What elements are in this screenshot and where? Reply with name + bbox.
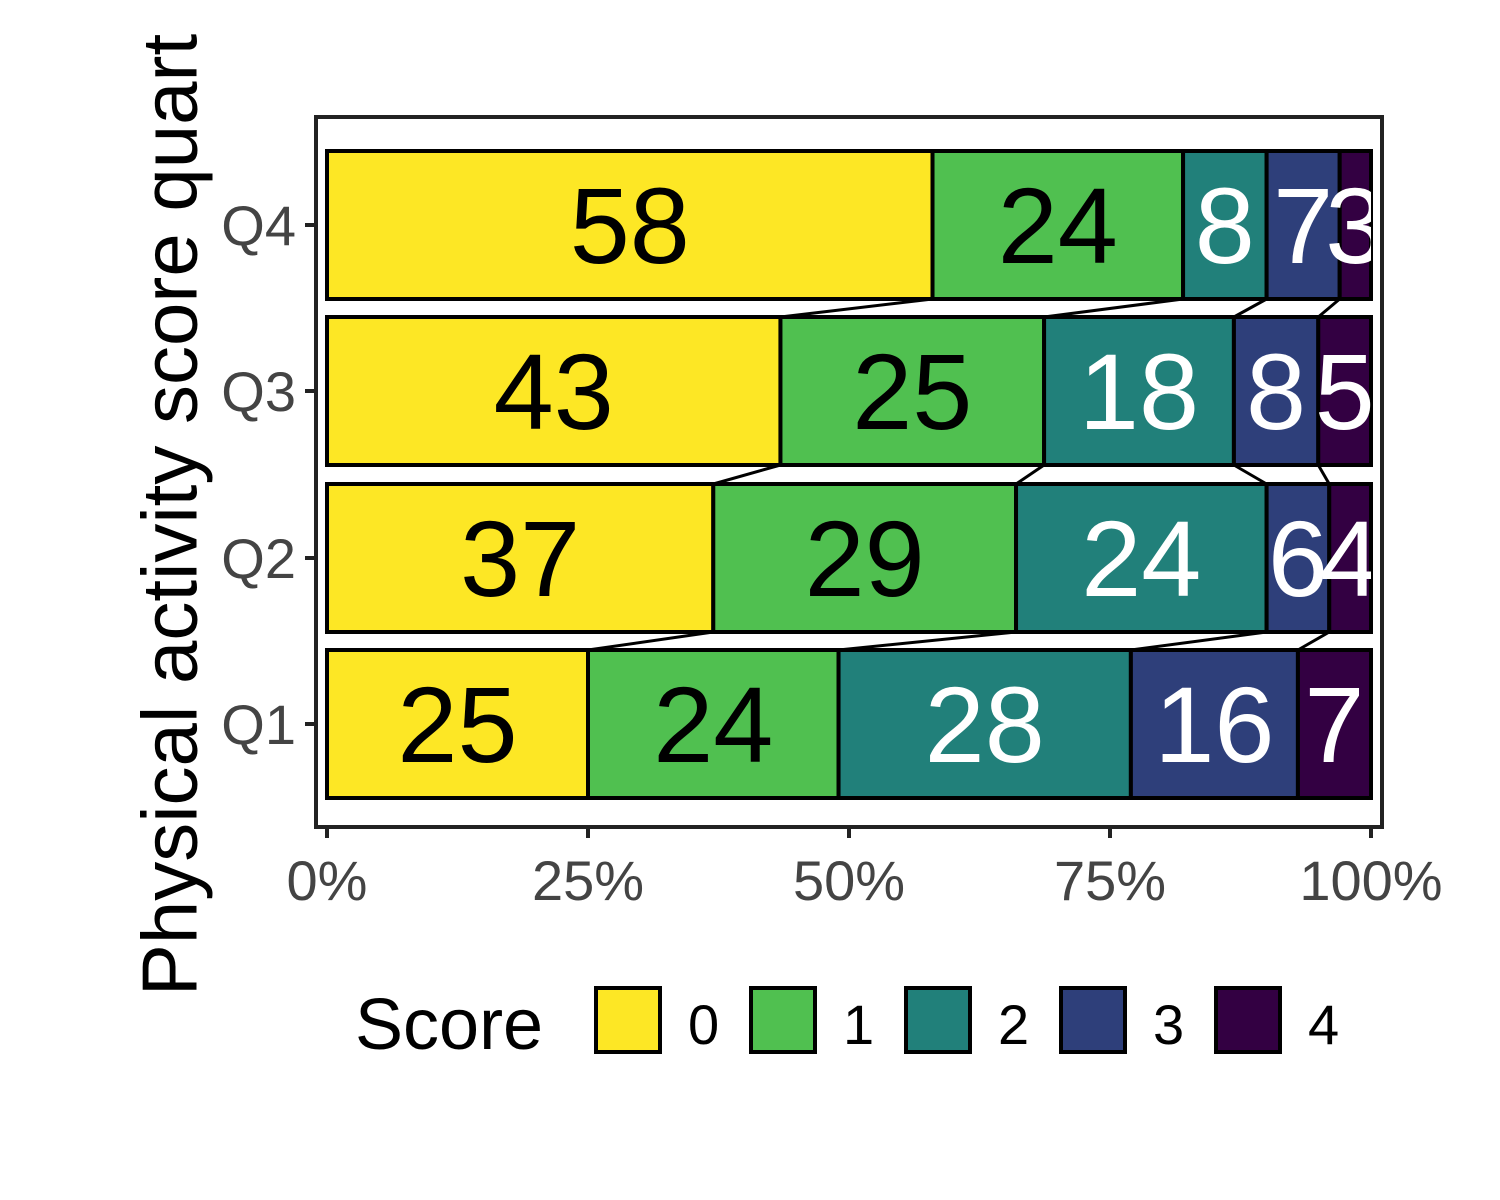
bar-Q1-score-3 xyxy=(1128,648,1300,800)
flow-line-Q1-Q2-1 xyxy=(587,630,714,652)
bar-Q1-score-1 xyxy=(586,648,841,800)
flow-line-Q3-Q4-1 xyxy=(780,297,933,319)
x-tick-label-4: 100% xyxy=(1299,849,1442,912)
bar-Q3-score-0 xyxy=(325,315,783,467)
bar-Q2-score-2 xyxy=(1014,482,1269,634)
flow-line-Q2-Q3-2 xyxy=(1015,463,1045,486)
legend-swatch-2 xyxy=(904,986,972,1054)
bar-Q4-score-4 xyxy=(1337,149,1374,301)
value-label-Q2-score-4: 4 xyxy=(1320,498,1380,619)
x-tick-label-2: 50% xyxy=(793,849,905,912)
flow-line-Q1-Q2-3 xyxy=(1130,630,1267,652)
flow-line-Q2-Q3-3 xyxy=(1233,463,1268,486)
value-label-Q1-score-0: 25 xyxy=(397,664,517,785)
value-label-Q2-score-1: 29 xyxy=(805,498,925,619)
legend-swatch-1 xyxy=(749,986,817,1054)
value-label-Q1-score-2: 28 xyxy=(925,664,1045,785)
bar-Q1-score-0 xyxy=(325,648,590,800)
y-axis: Q1 Q2 Q3 Q4 xyxy=(221,194,316,756)
y-tick-label-Q1: Q1 xyxy=(221,693,296,756)
value-label-Q4-score-4: 3 xyxy=(1325,165,1385,286)
x-axis: 0% 25% 50% 75% 100% xyxy=(287,827,1443,912)
value-label-Q1-score-1: 24 xyxy=(653,664,773,785)
bar-Q1-score-2 xyxy=(836,648,1133,800)
legend-label-2: 2 xyxy=(998,993,1029,1056)
legend-title: Score xyxy=(355,985,543,1065)
flow-line-Q3-Q4-2 xyxy=(1043,297,1184,319)
flow-line-Q1-Q2-2 xyxy=(838,630,1017,652)
bar-Q3-score-3 xyxy=(1231,315,1321,467)
flow-connectors xyxy=(587,297,1341,652)
value-label-Q4-score-0: 58 xyxy=(570,165,690,286)
value-label-Q2-score-0: 37 xyxy=(460,498,580,619)
flow-line-Q3-Q4-4 xyxy=(1317,297,1341,319)
bar-Q1-score-4 xyxy=(1295,648,1374,800)
flow-line-Q2-Q3-1 xyxy=(712,463,781,486)
value-label-Q3-score-4: 5 xyxy=(1315,331,1375,452)
legend-swatch-0 xyxy=(594,986,662,1054)
value-label-Q3-score-2: 18 xyxy=(1079,331,1199,452)
y-axis-title: Physical activity score quart xyxy=(126,33,214,996)
value-label-Q4-score-3: 7 xyxy=(1273,165,1333,286)
value-label-Q3-score-0: 43 xyxy=(494,331,614,452)
flow-line-Q3-Q4-3 xyxy=(1233,297,1268,319)
x-tick-label-1: 25% xyxy=(532,849,644,912)
legend-label-4: 4 xyxy=(1308,993,1339,1056)
bar-Q3-score-2 xyxy=(1042,315,1236,467)
bar-Q2-score-0 xyxy=(325,482,716,634)
bar-Q4-score-0 xyxy=(325,149,935,301)
y-tick-label-Q2: Q2 xyxy=(221,527,296,590)
legend-swatch-4 xyxy=(1214,986,1282,1054)
value-label-Q2-score-3: 6 xyxy=(1268,498,1328,619)
bar-Q2-score-3 xyxy=(1264,482,1332,634)
flow-line-Q2-Q3-4 xyxy=(1316,464,1331,485)
x-tick-label-0: 0% xyxy=(287,849,368,912)
bar-Q2-score-4 xyxy=(1327,482,1373,634)
x-tick-label-3: 75% xyxy=(1054,849,1166,912)
bar-Q3-score-1 xyxy=(778,315,1047,467)
value-label-Q3-score-3: 8 xyxy=(1246,331,1306,452)
value-label-Q4-score-2: 8 xyxy=(1195,165,1255,286)
bar-Q4-score-3 xyxy=(1264,149,1342,301)
value-label-Q3-score-1: 25 xyxy=(852,331,972,452)
value-label-Q2-score-2: 24 xyxy=(1081,498,1201,619)
value-label-Q4-score-1: 24 xyxy=(998,165,1118,286)
bar-Q2-score-1 xyxy=(711,482,1019,634)
legend: Score 0 1 2 3 4 xyxy=(355,985,1339,1065)
value-label-Q1-score-3: 16 xyxy=(1154,664,1274,785)
flow-line-Q1-Q2-4 xyxy=(1297,630,1330,652)
value-label-Q1-score-4: 7 xyxy=(1304,664,1364,785)
legend-label-0: 0 xyxy=(688,993,719,1056)
y-tick-label-Q4: Q4 xyxy=(221,194,296,257)
bar-Q3-score-4 xyxy=(1316,315,1373,467)
legend-label-3: 3 xyxy=(1153,993,1184,1056)
y-tick-label-Q3: Q3 xyxy=(221,360,296,423)
legend-label-1: 1 xyxy=(843,993,874,1056)
legend-swatch-3 xyxy=(1059,986,1127,1054)
bar-Q4-score-1 xyxy=(930,149,1186,301)
